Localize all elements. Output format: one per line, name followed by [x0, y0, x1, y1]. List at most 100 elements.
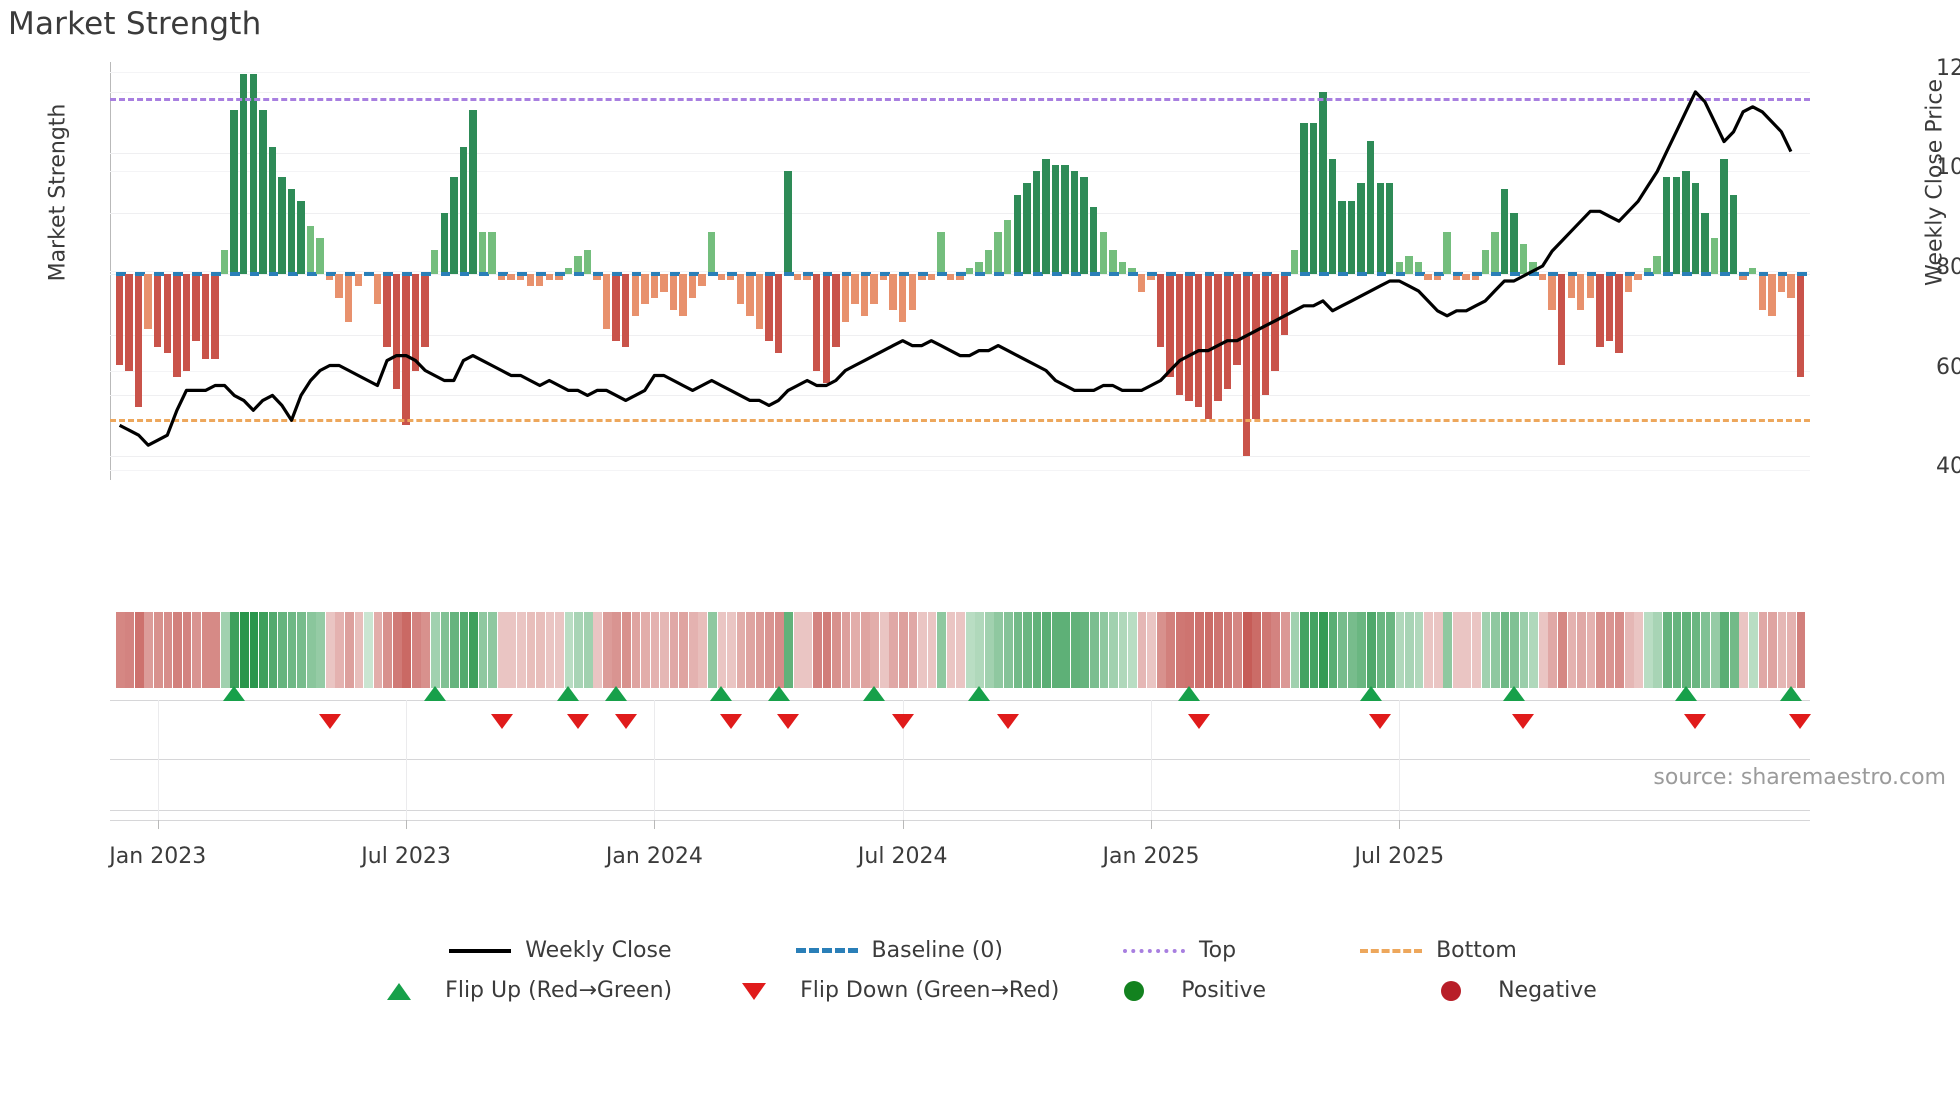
- heat-cell-positive: [1663, 612, 1672, 688]
- heat-cell-negative: [526, 612, 536, 688]
- x-tick-label-jan-2025: Jan 2025: [1102, 844, 1200, 869]
- heat-cell-positive: [1653, 612, 1663, 688]
- bar-positive: [1338, 201, 1346, 275]
- heat-cell-positive: [1290, 612, 1300, 688]
- bar-negative: [631, 274, 639, 317]
- heat-cell-positive: [469, 612, 478, 688]
- flip-down-marker: [318, 714, 341, 729]
- flip-down-marker: [614, 714, 637, 729]
- legend-item-flip-down-green-red[interactable]: Flip Down (Green→Red): [718, 970, 1059, 1010]
- legend-label: Negative: [1498, 977, 1597, 1003]
- x-tick-label-jan-2023: Jan 2023: [109, 844, 207, 869]
- heat-cell-positive: [1118, 612, 1128, 688]
- heat-cell-positive: [1481, 612, 1491, 688]
- bar-negative: [650, 274, 659, 299]
- y-tick-right-40: 40: [1936, 454, 1960, 480]
- legend-label: Baseline (0): [871, 937, 1003, 963]
- heat-cell-positive: [994, 612, 1004, 688]
- bar-negative: [201, 274, 210, 359]
- baseline-segment: [1586, 272, 1597, 277]
- bar-negative: [154, 274, 162, 347]
- heat-cell-positive: [937, 612, 946, 688]
- bar-positive: [239, 74, 248, 275]
- bar-positive: [1051, 164, 1060, 275]
- legend-item-top[interactable]: Top: [1117, 930, 1236, 970]
- bar-negative: [335, 274, 343, 299]
- bar-negative: [411, 274, 420, 371]
- x-tick-label-jan-2024: Jan 2024: [605, 844, 703, 869]
- baseline-segment: [746, 272, 756, 277]
- bar-negative: [1185, 274, 1193, 402]
- heat-cell-positive: [259, 612, 268, 688]
- legend-item-baseline-0[interactable]: Baseline (0): [790, 930, 1003, 970]
- legend-item-flip-up-red-green[interactable]: Flip Up (Red→Green): [363, 970, 672, 1010]
- heat-cell-negative: [1261, 612, 1271, 688]
- bar-negative: [545, 274, 554, 281]
- heat-cell-negative: [383, 612, 392, 688]
- bar-positive: [259, 110, 267, 275]
- heat-cell-negative: [497, 612, 507, 688]
- heat-cell-negative: [727, 612, 736, 688]
- heat-cell-positive: [220, 612, 230, 688]
- marker-vgrid-1: [406, 700, 408, 820]
- heat-cell-positive: [1366, 612, 1376, 688]
- baseline-segment: [1663, 272, 1673, 277]
- y-tick-right-80: 80: [1936, 255, 1960, 280]
- heat-cell-positive: [1099, 612, 1109, 688]
- bar-negative: [1252, 274, 1260, 420]
- bar-negative: [1586, 274, 1595, 299]
- heat-cell-negative: [1424, 612, 1433, 688]
- gridline-y-30: [110, 92, 1810, 94]
- heat-cell-positive: [1309, 612, 1319, 688]
- baseline-segment: [1319, 272, 1330, 277]
- baseline-segment: [841, 272, 852, 277]
- legend-item-bottom[interactable]: Bottom: [1354, 930, 1517, 970]
- heat-cell-positive: [1443, 612, 1453, 688]
- legend-item-positive[interactable]: Positive: [1099, 970, 1266, 1010]
- heat-cell-negative: [421, 612, 431, 688]
- bar-positive: [1500, 189, 1509, 274]
- heat-cell-positive: [975, 612, 985, 688]
- baseline-segment: [440, 272, 451, 277]
- bar-negative: [383, 274, 391, 347]
- bar-positive: [1128, 267, 1136, 275]
- baseline-segment: [860, 272, 871, 277]
- heat-cell-negative: [354, 612, 364, 688]
- flip-down-marker: [719, 714, 742, 729]
- heat-cell-positive: [488, 612, 498, 688]
- baseline-segment: [1338, 272, 1349, 277]
- heat-cell-negative: [1242, 612, 1252, 688]
- heat-cell-positive: [1319, 612, 1328, 688]
- bar-negative: [1433, 274, 1442, 281]
- flip-marker-panel: [110, 686, 1812, 820]
- flip-up-marker: [1502, 686, 1525, 701]
- bar-positive: [1309, 122, 1318, 275]
- heat-cell-negative: [154, 612, 163, 688]
- flip-down-marker: [996, 714, 1019, 729]
- heat-cell-positive: [297, 612, 307, 688]
- bar-positive: [469, 110, 477, 275]
- bar-negative: [803, 274, 811, 281]
- legend-item-negative[interactable]: Negative: [1416, 970, 1597, 1010]
- heat-cell-positive: [1061, 612, 1071, 688]
- heat-cell-negative: [201, 612, 211, 688]
- legend-label: Positive: [1181, 977, 1267, 1003]
- heat-cell-positive: [1376, 612, 1386, 688]
- heat-cell-positive: [707, 612, 717, 688]
- y-tick-right-100: 100: [1936, 155, 1960, 181]
- bar-negative: [1768, 274, 1776, 317]
- heat-cell-positive: [1405, 612, 1414, 688]
- legend-item-weekly-close[interactable]: Weekly Close: [443, 930, 672, 970]
- bar-negative: [192, 274, 200, 341]
- bar-negative: [736, 274, 745, 305]
- baseline-segment: [1223, 272, 1234, 277]
- chart-legend: Weekly Close Baseline (0) Top Bottom Flip U…: [0, 930, 1960, 1010]
- bar-negative: [765, 274, 773, 341]
- x-tick-1: [406, 820, 408, 829]
- baseline-segment: [1624, 272, 1635, 277]
- heat-cell-positive: [459, 612, 469, 688]
- baseline-segment: [478, 272, 489, 277]
- bar-positive: [1701, 213, 1709, 275]
- heat-cell-positive: [316, 612, 326, 688]
